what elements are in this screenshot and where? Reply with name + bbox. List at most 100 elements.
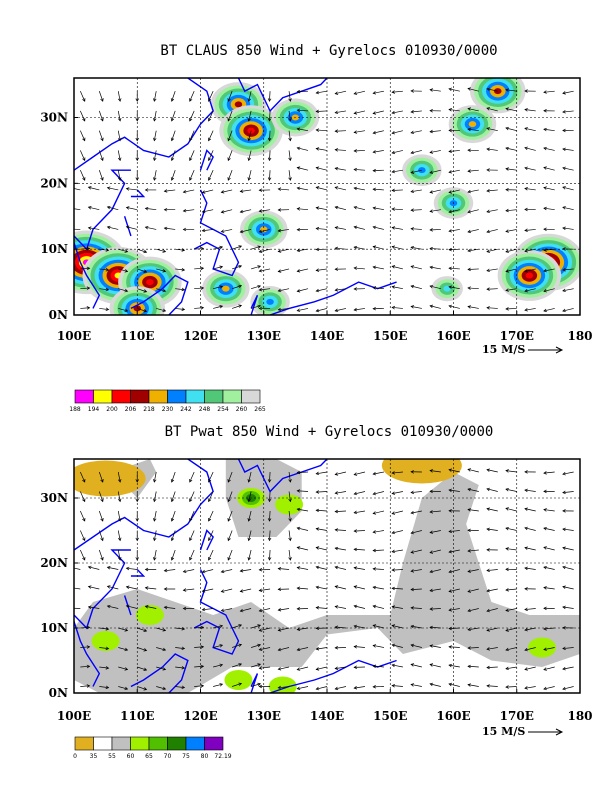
wind-vector: [297, 686, 309, 690]
wind-vector-head: [153, 98, 157, 102]
wind-vector-head: [429, 489, 433, 494]
wind-vector-head: [543, 586, 547, 590]
wind-vector-head: [391, 169, 396, 174]
wind-vector: [278, 627, 290, 631]
wind-vector: [354, 110, 366, 114]
wind-vector-head: [70, 228, 73, 231]
wind-vector: [248, 491, 252, 502]
wind-vector-head: [163, 587, 168, 591]
wind-vector: [171, 530, 176, 541]
wind-vector-head: [315, 546, 320, 550]
wind-vector-head: [82, 537, 86, 542]
wind-vector: [411, 306, 422, 309]
wind-vector-head: [296, 586, 301, 590]
claus-wind-panel: BT CLAUS 850 Wind + Gyrelocs 010930/0000…: [40, 43, 592, 413]
wind-vector-head: [143, 269, 148, 273]
wind-vector-head: [429, 469, 433, 473]
wind-vector: [467, 248, 479, 252]
wind-vector-head: [524, 526, 528, 531]
wind-vector: [80, 248, 90, 250]
wind-vector: [137, 627, 147, 632]
wind-vector-head: [189, 537, 193, 542]
y-tick-label: 0N: [49, 686, 68, 700]
colorbar-swatch: [204, 389, 224, 404]
wind-vector-head: [372, 306, 376, 311]
wind-vector-head: [505, 307, 509, 311]
wind-vector-head: [353, 149, 358, 153]
wind-vector: [189, 110, 195, 122]
wind-vector: [430, 608, 441, 610]
wind-vector: [153, 471, 157, 483]
wind-vector-head: [277, 628, 282, 632]
wind-vector: [98, 110, 104, 122]
wind-vector: [126, 207, 138, 211]
wind-vector: [335, 288, 347, 291]
wind-vector: [227, 170, 233, 181]
wind-vector: [227, 491, 233, 502]
wind-vector: [373, 110, 385, 114]
wind-vector: [373, 188, 384, 191]
wind-vector: [227, 471, 233, 483]
wind-vector-head: [162, 647, 167, 652]
wind-vector-head: [467, 127, 471, 132]
wind-vector-head: [562, 509, 566, 513]
wind-vector-head: [106, 566, 111, 570]
wind-vector-head: [486, 665, 490, 670]
wind-vector: [189, 170, 195, 181]
y-tick-label: 20N: [40, 176, 68, 190]
wind-vector-head: [182, 227, 187, 232]
wind-vector: [392, 587, 403, 590]
wind-vector: [543, 308, 555, 312]
wind-vector: [227, 130, 233, 141]
wind-vector-head: [144, 567, 149, 572]
wind-vector-head: [257, 265, 262, 269]
wind-vector-head: [162, 249, 167, 253]
wind-vector-head: [429, 284, 434, 289]
wind-vector: [429, 569, 441, 573]
wind-vector-head: [296, 667, 301, 671]
wind-vector: [448, 229, 460, 232]
x-tick-label: 150E: [373, 709, 407, 723]
wind-vector-head: [288, 498, 292, 503]
wind-vector: [248, 549, 252, 561]
wind-vector: [449, 248, 460, 251]
wind-vector: [232, 683, 242, 687]
wind-vector-head: [238, 643, 243, 647]
wind-vector: [430, 130, 441, 133]
wind-vector: [543, 566, 555, 570]
wind-vector-head: [208, 98, 212, 102]
wind-vector: [288, 150, 291, 161]
wind-vector: [171, 510, 176, 522]
wind-vector-head: [182, 208, 187, 213]
wind-vector-head: [334, 509, 339, 514]
wind-vector: [213, 305, 223, 309]
wind-vector-head: [247, 518, 251, 522]
wind-vector-head: [296, 686, 301, 690]
wind-vector-head: [267, 498, 272, 503]
wind-vector: [118, 268, 128, 272]
coastline: [130, 189, 146, 198]
wind-vector: [467, 488, 479, 492]
wind-vector-head: [87, 226, 92, 230]
wind-vector-head: [410, 189, 415, 194]
wind-vector: [194, 665, 204, 668]
wind-vector: [74, 587, 81, 590]
wind-vector: [208, 530, 214, 541]
wind-vector-head: [117, 557, 122, 561]
wind-vector: [137, 268, 147, 273]
wind-vector-head: [410, 683, 415, 687]
wind-vector-head: [448, 170, 453, 174]
wind-vector: [189, 491, 195, 502]
wind-vector-head: [486, 487, 490, 492]
wind-vector: [99, 268, 109, 271]
wind-vector-head: [219, 245, 224, 250]
wind-vector: [80, 170, 86, 181]
wind-vector-head: [144, 586, 149, 590]
wind-vector: [392, 606, 403, 609]
wind-vector: [448, 608, 460, 611]
wind-vector: [251, 663, 261, 668]
wind-vector: [74, 208, 81, 211]
wind-vector: [430, 89, 441, 92]
wind-vector: [316, 528, 328, 531]
wind-vector: [164, 606, 176, 609]
